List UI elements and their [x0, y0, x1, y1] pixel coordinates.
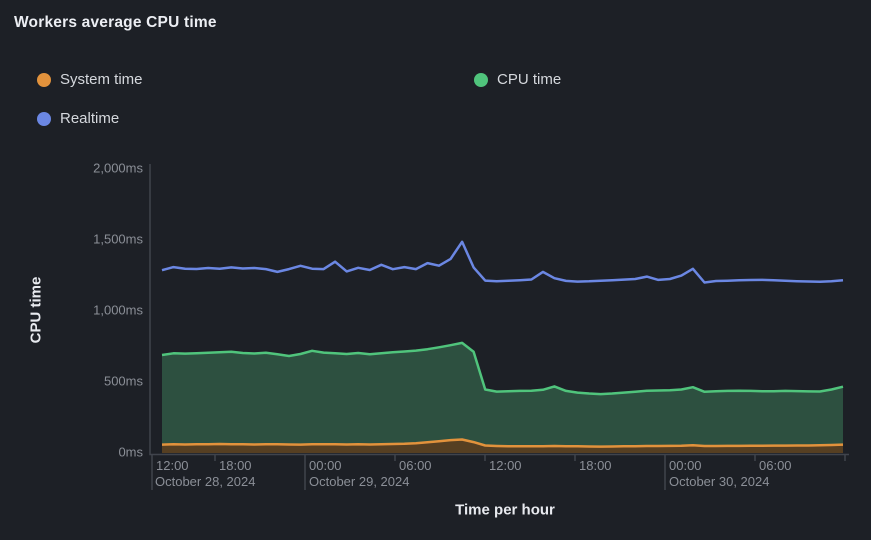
legend-dot-system-time-icon	[37, 72, 51, 87]
system-time-line	[161, 438, 844, 448]
x-tick-label: 06:00	[399, 458, 432, 473]
x-tick-label: 18:00	[579, 458, 612, 473]
legend-item-realtime[interactable]: Realtime	[37, 110, 119, 127]
x-tick-label: 00:00	[669, 458, 702, 473]
y-tick-label: 2,000ms	[93, 161, 143, 176]
legend-dot-cpu-time-icon	[474, 72, 488, 87]
cpu-time-area	[162, 342, 843, 453]
y-tick-label: 1,000ms	[93, 303, 143, 318]
legend-item-system-time[interactable]: System time	[37, 71, 143, 88]
legend-item-cpu-time[interactable]: CPU time	[474, 71, 561, 88]
legend-label-system-time: System time	[60, 71, 143, 88]
x-tick-label: 12:00	[156, 458, 189, 473]
x-tick-label: 18:00	[219, 458, 252, 473]
x-tick-label: 00:00	[309, 458, 342, 473]
x-date-label: October 28, 2024	[155, 474, 255, 489]
legend-label-realtime: Realtime	[60, 110, 120, 127]
realtime-line	[161, 240, 844, 284]
x-tick-label: 12:00	[489, 458, 522, 473]
y-tick-label: 0ms	[118, 445, 143, 460]
y-tick-label: 1,500ms	[93, 232, 143, 247]
chart-title: Workers average CPU time	[14, 14, 217, 31]
y-tick-label: 500ms	[104, 374, 144, 389]
cpu-time-line	[161, 341, 844, 396]
legend-label-cpu-time: CPU time	[497, 71, 562, 88]
legend-dot-realtime-icon	[37, 111, 51, 126]
x-date-label: October 29, 2024	[309, 474, 409, 489]
x-axis-title: Time per hour	[455, 501, 555, 519]
x-tick-label: 06:00	[759, 458, 792, 473]
x-date-label: October 30, 2024	[669, 474, 769, 489]
axis-lines	[149, 164, 849, 456]
